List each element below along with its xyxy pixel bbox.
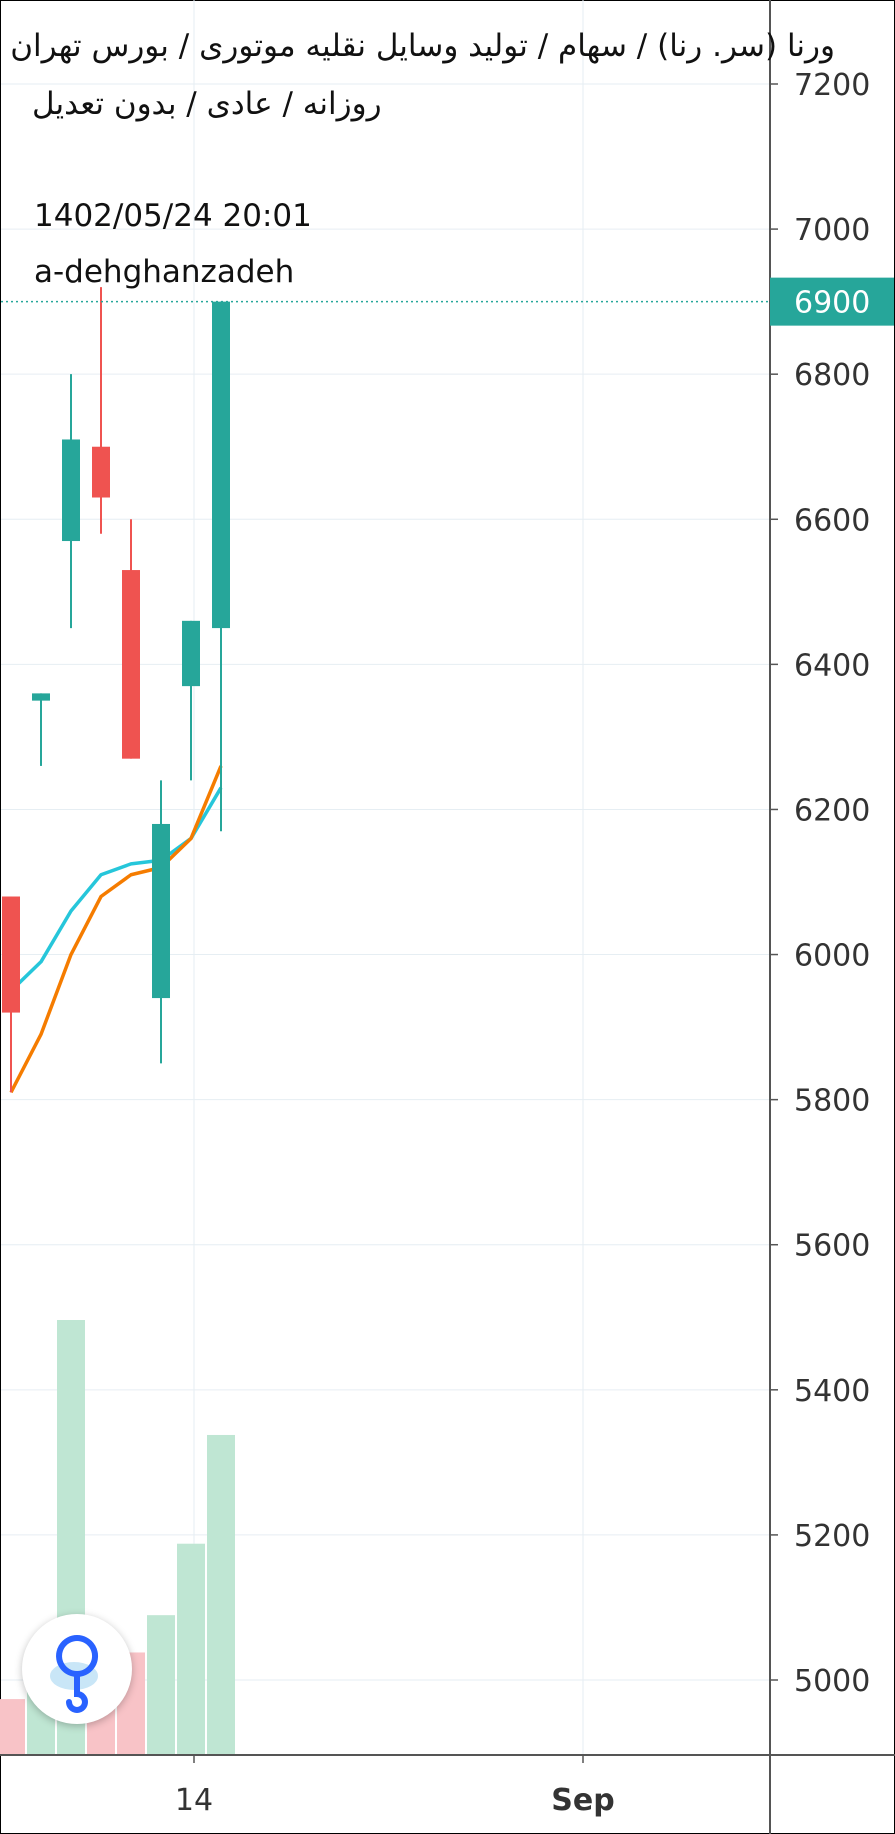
x-tick-label: Sep (551, 1783, 614, 1818)
tradingview-logo-icon (22, 1614, 132, 1724)
volume-bar (207, 1434, 235, 1755)
chart-title: ورنا (سر. رنا) / سهام / تولید وسایل نقلی… (10, 28, 835, 64)
candle-body (182, 620, 200, 687)
volume-bar (0, 1699, 25, 1755)
volume-bar (147, 1615, 175, 1755)
chart-subtitle: روزانه / عادی / بدون تعدیل (32, 86, 382, 122)
chart-date: 1402/05/24 20:01 (34, 198, 312, 234)
y-tick-label: 7000 (794, 213, 870, 248)
candle-body (92, 446, 110, 498)
candle-body (2, 896, 20, 1013)
y-tick-label: 6400 (794, 648, 870, 683)
chart-author: a-dehghanzadeh (34, 254, 295, 290)
candle-body (122, 570, 140, 759)
y-tick-label: 7200 (794, 68, 870, 103)
y-tick-label: 5000 (794, 1664, 870, 1699)
last-price-badge (770, 277, 894, 326)
candle-body (32, 693, 50, 701)
y-tick-label: 6000 (794, 939, 870, 974)
candle-body (152, 823, 170, 999)
y-tick-label: 5400 (794, 1374, 870, 1409)
y-tick-label: 5600 (794, 1229, 870, 1264)
moving-average-line (9, 786, 223, 993)
x-tick-label: 14 (175, 1783, 213, 1818)
candle-body (62, 439, 80, 542)
y-tick-label: 6800 (794, 358, 870, 393)
candle-body (212, 301, 230, 629)
last-price-label: 6900 (794, 286, 870, 321)
volume-bar (177, 1543, 205, 1755)
moving-average-line (9, 765, 223, 1094)
y-tick-label: 5200 (794, 1519, 870, 1554)
y-tick-label: 6200 (794, 793, 870, 828)
y-tick-label: 5800 (794, 1084, 870, 1119)
y-tick-label: 6600 (794, 503, 870, 538)
